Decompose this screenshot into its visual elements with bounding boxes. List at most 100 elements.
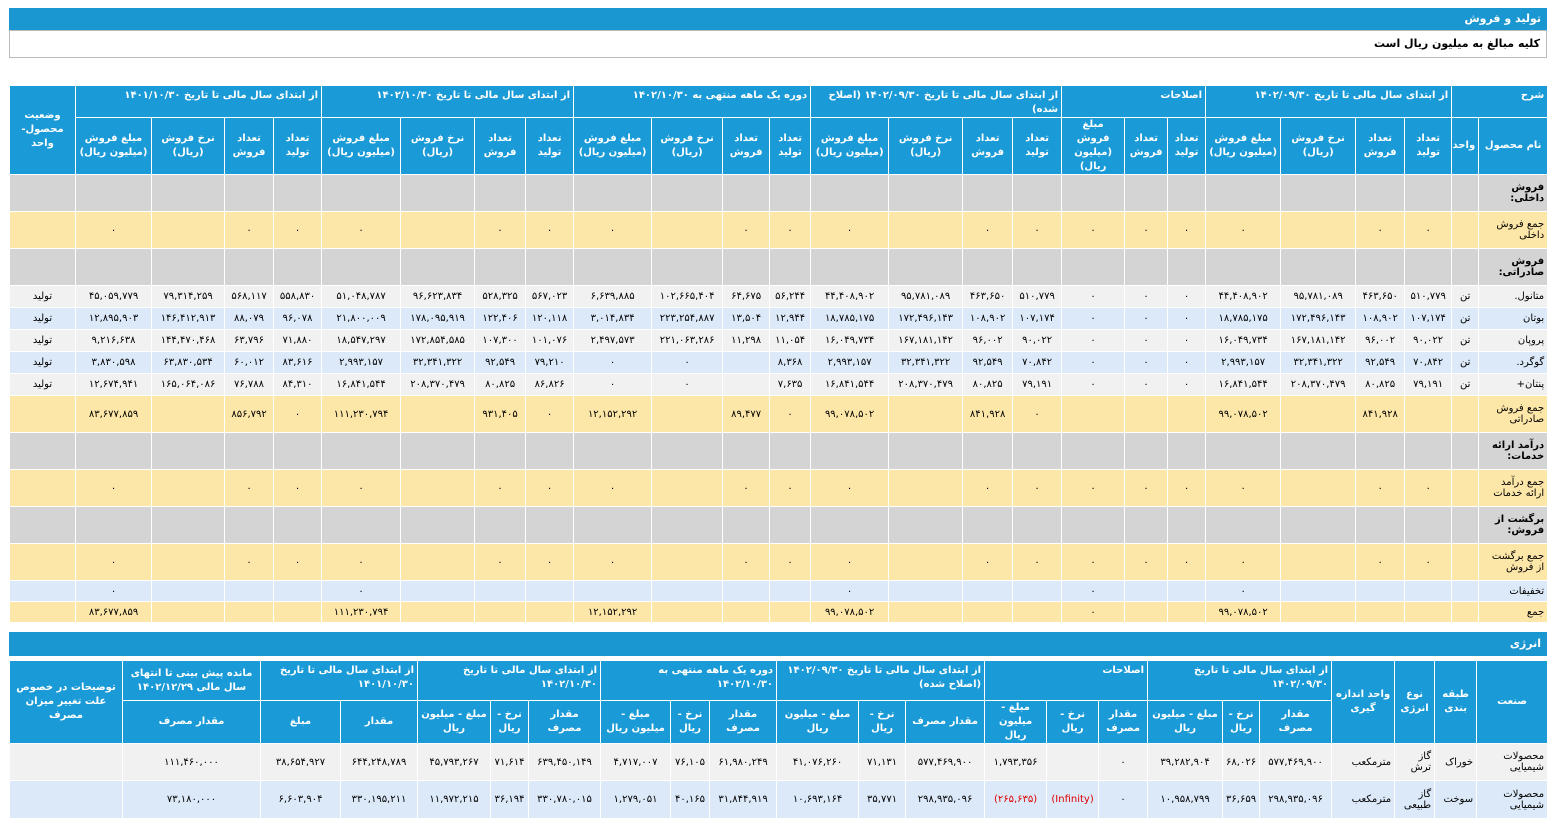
cell: ۲,۹۹۳,۱۵۷ bbox=[321, 351, 402, 374]
cell: ۰ bbox=[769, 543, 812, 581]
cell bbox=[1404, 601, 1453, 623]
cell bbox=[474, 174, 527, 212]
cell bbox=[151, 174, 226, 212]
cell bbox=[1404, 395, 1453, 433]
cell: ۱۸,۵۴۷,۲۹۷ bbox=[321, 329, 402, 352]
table-row: گوگرد. تن ۷۰,۸۴۲ ۹۲,۵۴۹ ۳۲,۳۴۱,۳۲۲ ۲,۹۹۳,۱۵۷ ۰… bbox=[9, 351, 1549, 374]
cell bbox=[9, 432, 76, 470]
column-header: مبلغ فروش (میلیون ریال) bbox=[810, 117, 890, 175]
cell: بوتان bbox=[1478, 307, 1549, 330]
cell bbox=[1046, 743, 1100, 781]
column-header: تعداد تولید bbox=[525, 117, 575, 175]
cell: ۰ bbox=[573, 543, 653, 581]
column-header: واحد bbox=[1451, 117, 1480, 175]
cell: ۱۰۲,۶۶۵,۴۰۴ bbox=[651, 285, 724, 308]
cell: ۰ bbox=[273, 211, 323, 249]
cell bbox=[474, 580, 527, 602]
cell: ۱۱۱,۲۳۰,۷۹۴ bbox=[321, 395, 402, 433]
cell bbox=[1124, 395, 1169, 433]
cell: ۳,۰۱۴,۸۳۴ bbox=[573, 307, 653, 330]
cell bbox=[1061, 395, 1126, 433]
cell bbox=[722, 601, 771, 623]
cell: ۰ bbox=[1404, 543, 1453, 581]
cell: ۲,۹۹۳,۱۵۷ bbox=[1205, 351, 1282, 374]
cell: ۰ bbox=[1205, 469, 1282, 507]
column-header: تعداد تولید bbox=[769, 117, 812, 175]
cell: ۱۷۲,۴۹۶,۱۴۳ bbox=[1280, 307, 1357, 330]
column-header: مبلغ فروش (میلیون ریال) bbox=[321, 117, 402, 175]
cell: ۰ bbox=[1355, 211, 1406, 249]
cell: ۲۰۸,۳۷۰,۴۷۹ bbox=[1280, 373, 1357, 396]
cell: ۰ bbox=[769, 211, 812, 249]
cell: ۰ bbox=[722, 469, 771, 507]
cell bbox=[722, 248, 771, 286]
cell: ۱۶۷,۱۸۱,۱۴۲ bbox=[1280, 329, 1357, 352]
cell bbox=[573, 432, 653, 470]
cell: ۱۰۷,۳۰۰ bbox=[474, 329, 527, 352]
cell: ۵۲۸,۳۲۵ bbox=[474, 285, 527, 308]
cell: خوراک bbox=[1434, 743, 1478, 781]
cell: ۸۳,۶۱۶ bbox=[273, 351, 323, 374]
cell bbox=[1124, 174, 1169, 212]
cell: ۰ bbox=[1167, 469, 1207, 507]
cell: ۸۴,۳۱۰ bbox=[273, 373, 323, 396]
cell bbox=[9, 601, 76, 623]
sales-table: شرح از ابتدای سال مالی تا تاریخ ۱۴۰۲/۰۹/۳… bbox=[9, 85, 1549, 623]
cell: ۳۳۰,۷۸۰,۰۱۵ bbox=[528, 780, 602, 819]
cell bbox=[888, 469, 964, 507]
cell: گاز ترش bbox=[1394, 743, 1436, 781]
column-header: نرخ فروش (ریال) bbox=[400, 117, 476, 175]
cell: ۰ bbox=[1061, 373, 1126, 396]
cell bbox=[9, 743, 123, 781]
cell bbox=[400, 432, 476, 470]
cell: ۱۰۱,۰۷۶ bbox=[525, 329, 575, 352]
column-group-header: نوع انرژی bbox=[1394, 660, 1436, 744]
column-header: تعداد تولید bbox=[273, 117, 323, 175]
cell: برگشت از فروش: bbox=[1478, 506, 1549, 544]
cell bbox=[1451, 469, 1480, 507]
cell: ۷۰,۸۴۲ bbox=[1404, 351, 1453, 374]
cell bbox=[400, 543, 476, 581]
cell bbox=[9, 543, 76, 581]
cell: ۰ bbox=[74, 211, 153, 249]
cell bbox=[1451, 432, 1480, 470]
table-row: جمع ۹۹,۰۷۸,۵۰۲ ۰ ۹۹,۰۷۸,۵۰۲ ۱۲,۱۵۲,۲۹۲ ۱۱۱,۲۳… bbox=[9, 601, 1549, 623]
cell bbox=[1280, 543, 1357, 581]
cell: ۰ bbox=[1124, 329, 1169, 352]
cell bbox=[769, 580, 812, 602]
cell: ۳۶,۱۹۴ bbox=[490, 780, 530, 819]
cell: محصولات شیمیایی bbox=[1476, 743, 1549, 781]
cell: ۱۲,۱۵۲,۲۹۲ bbox=[573, 601, 653, 623]
cell bbox=[888, 580, 964, 602]
cell: ۳۲,۳۴۱,۳۲۲ bbox=[400, 351, 476, 374]
column-header: مبلغ - میلیون ریال bbox=[600, 700, 672, 744]
cell bbox=[1451, 506, 1480, 544]
cell: ۳۱,۸۴۴,۹۱۹ bbox=[709, 780, 778, 819]
cell: ۳۲,۳۴۱,۳۲۲ bbox=[888, 351, 964, 374]
cell: ۹۲,۵۴۹ bbox=[474, 351, 527, 374]
cell: ۰ bbox=[962, 211, 1014, 249]
cell bbox=[1404, 248, 1453, 286]
column-header: نرخ فروش (ریال) bbox=[151, 117, 226, 175]
cell bbox=[151, 248, 226, 286]
table-row: پروپان تن ۹۰,۰۲۲ ۹۶,۰۰۲ ۱۶۷,۱۸۱,۱۴۲ ۱۶,۰۴۹,۷۳… bbox=[9, 329, 1549, 352]
cell bbox=[769, 174, 812, 212]
cell bbox=[9, 469, 76, 507]
cell: ۰ bbox=[1404, 211, 1453, 249]
cell bbox=[962, 432, 1014, 470]
cell bbox=[321, 248, 402, 286]
cell bbox=[1012, 432, 1063, 470]
column-group-header: واحد اندازه گیری bbox=[1331, 660, 1396, 744]
cell bbox=[525, 601, 575, 623]
cell bbox=[474, 248, 527, 286]
cell bbox=[224, 506, 275, 544]
cell: ۸۰,۸۲۵ bbox=[1355, 373, 1406, 396]
column-group-header: از ابتدای سال مالی تا تاریخ ۱۴۰۲/۱۰/۳۰ bbox=[417, 660, 602, 701]
cell: ۱۳,۵۰۴ bbox=[722, 307, 771, 330]
cell bbox=[1124, 601, 1169, 623]
cell bbox=[1451, 174, 1480, 212]
cell: ۴۵,۰۵۹,۷۷۹ bbox=[74, 285, 153, 308]
cell: ۵۱۰,۷۷۹ bbox=[1012, 285, 1063, 308]
cell: ۸۰,۸۲۵ bbox=[474, 373, 527, 396]
